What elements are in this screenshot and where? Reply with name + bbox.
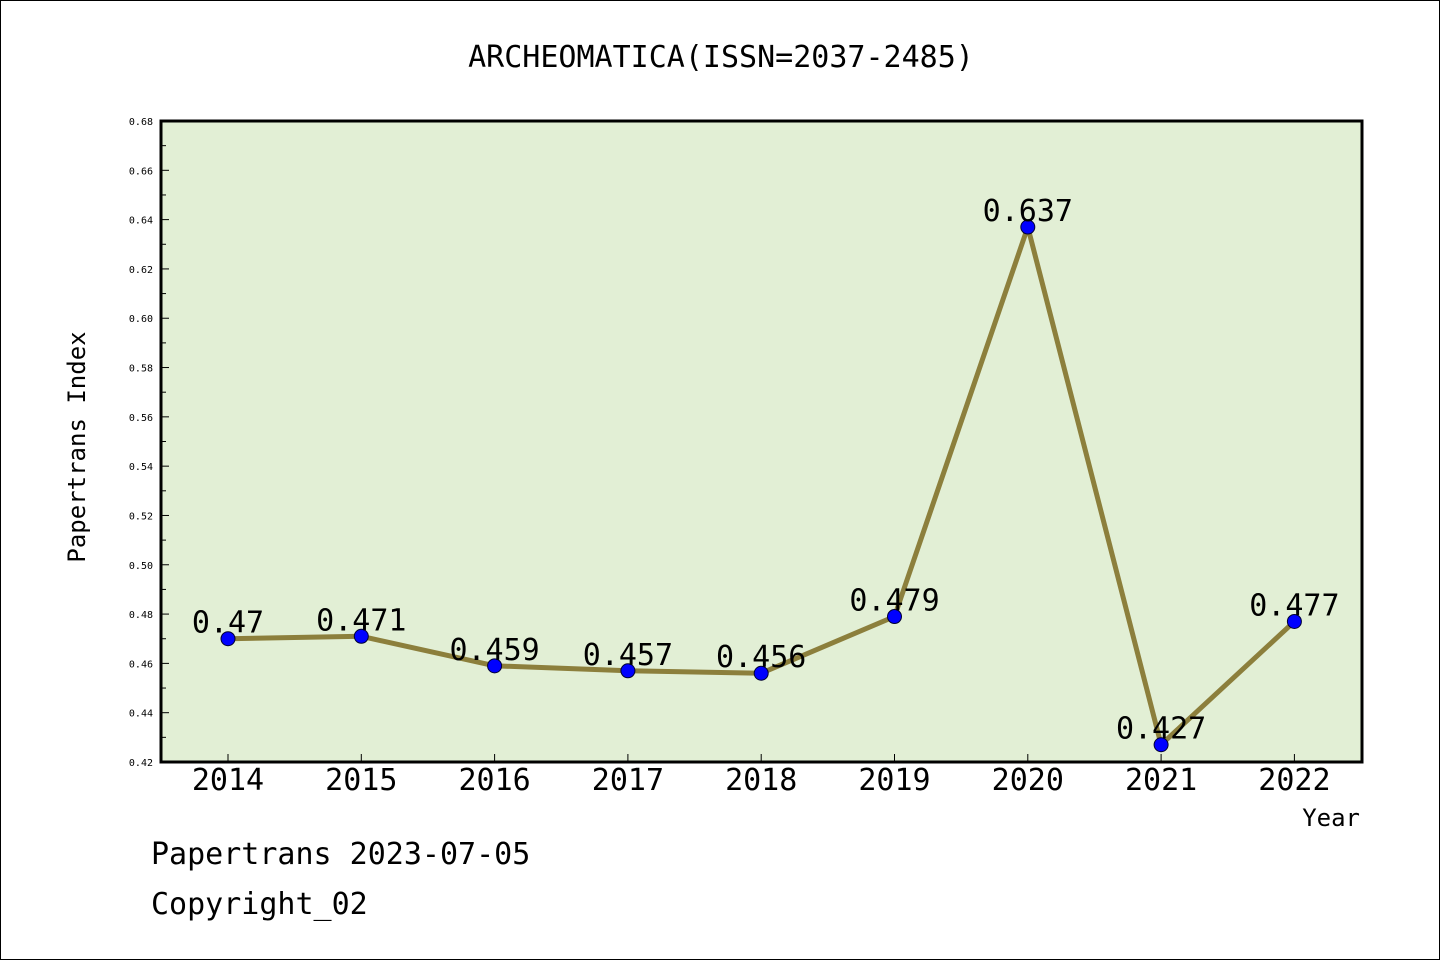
footer-date: Papertrans 2023-07-05 bbox=[151, 837, 530, 872]
x-tick-label: 2018 bbox=[725, 763, 797, 798]
plot-border bbox=[159, 119, 1364, 764]
y-tick-label: 0.58 bbox=[129, 364, 153, 375]
y-tick-label: 0.44 bbox=[129, 709, 153, 720]
y-tick-label: 0.62 bbox=[129, 265, 153, 276]
data-label: 0.477 bbox=[1249, 588, 1339, 623]
y-tick-label: 0.52 bbox=[129, 511, 153, 522]
footer-copyright: Copyright_02 bbox=[151, 887, 368, 922]
data-label: 0.427 bbox=[1116, 712, 1206, 747]
plot-area bbox=[161, 121, 1362, 762]
data-point bbox=[620, 663, 636, 679]
data-point bbox=[887, 609, 902, 625]
x-tick-label: 2014 bbox=[192, 763, 264, 798]
data-labels: 0.47 0.471 0.459 0.457 0.456 0.479 0.637 0.427 0… bbox=[192, 194, 1340, 747]
y-tick-label: 0.56 bbox=[129, 413, 153, 424]
data-point bbox=[220, 631, 236, 647]
x-tick-label: 2016 bbox=[458, 763, 530, 798]
chart-title: ARCHEOMATICA(ISSN=2037-2485) bbox=[468, 40, 974, 75]
data-point bbox=[1286, 613, 1302, 629]
x-tick-label: 2017 bbox=[592, 763, 664, 798]
data-label: 0.456 bbox=[716, 640, 806, 675]
x-tick-label: 2021 bbox=[1125, 763, 1197, 798]
x-tick-label: 2015 bbox=[325, 763, 397, 798]
data-point bbox=[487, 658, 503, 674]
y-tick-label: 0.54 bbox=[129, 462, 153, 473]
data-label: 0.457 bbox=[583, 638, 673, 673]
y-tick-label: 0.50 bbox=[129, 561, 153, 572]
y-tick-label: 0.66 bbox=[129, 166, 153, 177]
x-tick-label: 2020 bbox=[992, 763, 1064, 798]
y-tick-label: 0.46 bbox=[129, 659, 153, 670]
data-point bbox=[1020, 219, 1036, 235]
data-label: 0.459 bbox=[449, 633, 539, 668]
data-label: 0.471 bbox=[316, 603, 406, 638]
data-label: 0.479 bbox=[849, 584, 939, 619]
x-axis: 2014 2015 2016 2017 2018 2019 2020 2021 2022 bbox=[192, 754, 1331, 798]
data-point bbox=[1153, 737, 1169, 753]
data-label: 0.637 bbox=[983, 194, 1073, 229]
x-axis-title: Year bbox=[1302, 804, 1360, 832]
y-tick-label: 0.42 bbox=[129, 758, 153, 769]
data-point bbox=[753, 665, 769, 681]
y-axis-title: Papertrans Index bbox=[63, 331, 91, 562]
y-tick-label: 0.64 bbox=[129, 216, 153, 227]
y-tick-label: 0.60 bbox=[129, 314, 153, 325]
x-tick-label: 2022 bbox=[1258, 763, 1330, 798]
data-point bbox=[353, 628, 369, 644]
y-tick-label: 0.48 bbox=[129, 610, 153, 621]
data-label: 0.47 bbox=[192, 606, 264, 641]
x-tick-label: 2019 bbox=[858, 763, 930, 798]
series-markers bbox=[220, 219, 1302, 753]
y-tick-label: 0.68 bbox=[129, 117, 153, 128]
